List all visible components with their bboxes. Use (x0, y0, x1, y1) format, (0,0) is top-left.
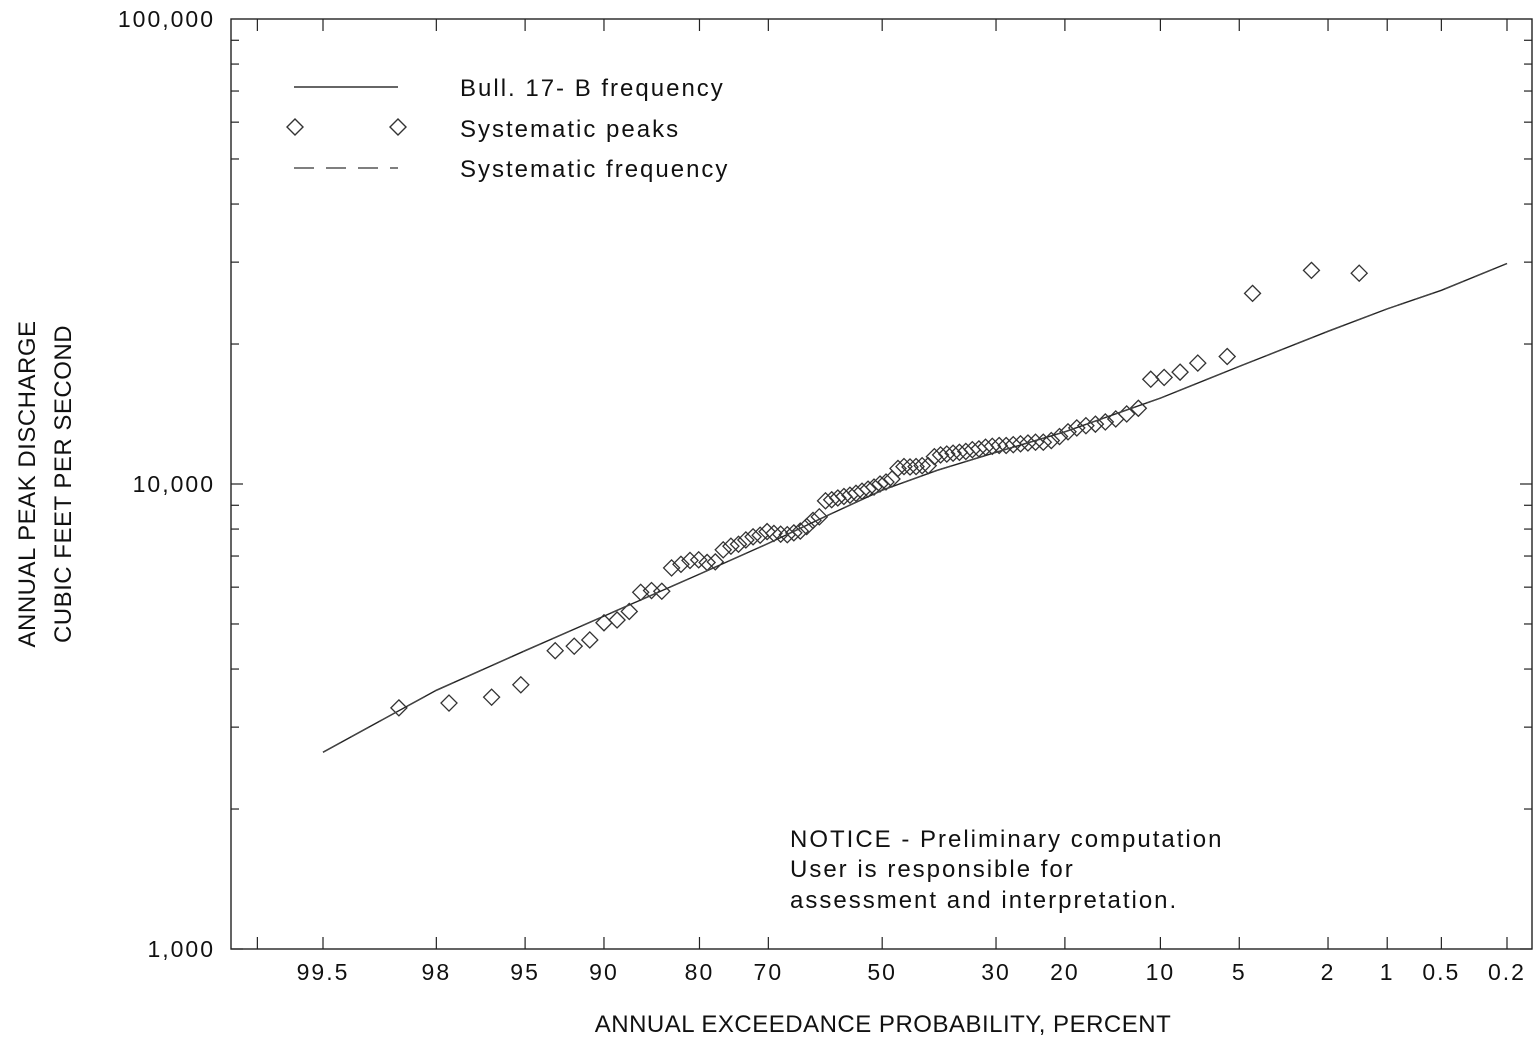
systematic-peak-point (1050, 427, 1069, 446)
systematic-peak-point (744, 527, 762, 546)
systematic-peak-point (976, 438, 995, 457)
systematic-peak-point (797, 517, 816, 536)
systematic-peak-point (1350, 264, 1369, 283)
systematic-peak-point (751, 526, 770, 545)
systematic-peak-point (662, 558, 681, 577)
systematic-peak-point (997, 436, 1016, 455)
systematic-peak-point (642, 581, 661, 600)
systematic-frequency-line (322, 262, 1508, 753)
systematic-peak-point (913, 456, 932, 475)
legend-diamond-icon (389, 118, 407, 136)
systematic-peak-point (1171, 363, 1189, 382)
systematic-peak-point (877, 473, 895, 491)
systematic-peak-point (672, 555, 690, 574)
systematic-peak-point (1086, 415, 1105, 434)
notice-line-1: NOTICE - Preliminary computation (790, 826, 1223, 853)
y-tick-label: 1,000 (147, 936, 215, 962)
systematic-peak-point (828, 489, 847, 507)
systematic-peak-point (565, 637, 584, 656)
systematic-peak-point (681, 551, 699, 570)
x-tick-label: 5 (1232, 959, 1247, 985)
legend-label-bull17b: Bull. 17- B frequency (460, 75, 725, 102)
systematic-peak-point (1011, 434, 1030, 453)
systematic-peak-point (580, 631, 599, 649)
systematic-peak-point (546, 641, 565, 660)
x-tick-label: 80 (685, 959, 715, 985)
systematic-peak-point (736, 531, 755, 549)
x-tick-label: 98 (422, 959, 452, 985)
systematic-peak-point (895, 457, 913, 476)
x-tick-label: 90 (589, 959, 619, 985)
systematic-peak-point (595, 613, 613, 632)
x-tick-labels: 99.5 98 95 90 80 70 50 30 20 10 5 2 1 0.5 0.2 (297, 959, 1526, 985)
x-tick-label: 0.2 (1488, 959, 1526, 985)
x-axis-title: ANNUAL EXCEEDANCE PROBABILITY, PERCENT (595, 1011, 1171, 1038)
systematic-peak-point (859, 480, 877, 499)
y-tick-label: 100,000 (118, 6, 215, 32)
systematic-peak-point (1004, 435, 1023, 454)
systematic-peak-point (758, 522, 777, 541)
systematic-peak-point (1243, 284, 1262, 303)
systematic-peak-point (771, 525, 790, 544)
x-tick-label: 2 (1321, 959, 1336, 985)
systematic-peak-point (482, 688, 501, 707)
y-axis-title-line-2: CUBIC FEET PER SECOND (50, 325, 77, 643)
systematic-peak-point (722, 537, 740, 556)
systematic-peak-point (608, 611, 626, 629)
systematic-peak-point (1141, 370, 1160, 389)
systematic-peak-point (1218, 347, 1237, 366)
y-tick-label: 10,000 (133, 471, 215, 497)
x-tick-label: 0.5 (1422, 959, 1460, 985)
systematic-peak-point (871, 475, 889, 493)
legend-label-systematic-frequency: Systematic frequency (460, 156, 729, 183)
x-tick-label: 10 (1146, 959, 1176, 985)
legend: Bull. 17- B frequency Systematic peaks S… (286, 75, 729, 183)
systematic-peak-point (990, 436, 1009, 455)
systematic-peak-point (810, 507, 829, 526)
systematic-peak-point (1129, 399, 1148, 418)
x-tick-label: 99.5 (297, 959, 350, 985)
legend-diamond-icon (286, 118, 304, 136)
systematic-peak-point (1302, 261, 1321, 280)
systematic-peak-point (1067, 419, 1086, 437)
series-layer (322, 261, 1508, 753)
plot-frame (230, 18, 1533, 950)
systematic-peak-point (652, 582, 671, 601)
systematic-peak-point (620, 602, 639, 621)
systematic-peak-point (1188, 354, 1207, 372)
y-axis-title: ANNUAL PEAK DISCHARGE CUBIC FEET PER SEC… (14, 320, 77, 647)
notice-line-2: User is responsible for (790, 856, 1075, 883)
systematic-peak-point (729, 535, 748, 554)
x-tick-label: 1 (1380, 959, 1395, 985)
systematic-peak-point (440, 694, 458, 712)
axis-ticks (231, 19, 1532, 950)
systematic-peak-point (791, 522, 810, 541)
systematic-peak-point (1019, 434, 1037, 452)
systematic-peak-point (1155, 368, 1174, 387)
y-tick-labels: 1,000 10,000 100,000 (118, 6, 215, 962)
notice-line-3: assessment and interpretation. (790, 887, 1178, 914)
x-tick-label: 95 (510, 959, 540, 985)
x-tick-label: 30 (981, 959, 1011, 985)
systematic-peak-point (511, 675, 530, 694)
y-axis-title-line-1: ANNUAL PEAK DISCHARGE (14, 320, 41, 647)
legend-label-systematic-peaks: Systematic peaks (460, 116, 680, 143)
systematic-peak-point (983, 437, 1002, 456)
x-tick-label: 50 (867, 959, 897, 985)
systematic-peak-point (784, 523, 803, 542)
x-tick-label: 20 (1050, 959, 1080, 985)
bull17b-frequency-line (322, 262, 1508, 753)
systematic-peak-point (714, 540, 733, 559)
systematic-peak-point (706, 552, 725, 571)
systematic-peak-point (1042, 431, 1061, 450)
systematic-peak-point (865, 478, 883, 496)
x-tick-label: 70 (754, 959, 784, 985)
systematic-peak-point (804, 511, 822, 530)
systematic-peak-point (389, 698, 408, 717)
notice: NOTICE - Preliminary computation User is… (790, 826, 1223, 914)
